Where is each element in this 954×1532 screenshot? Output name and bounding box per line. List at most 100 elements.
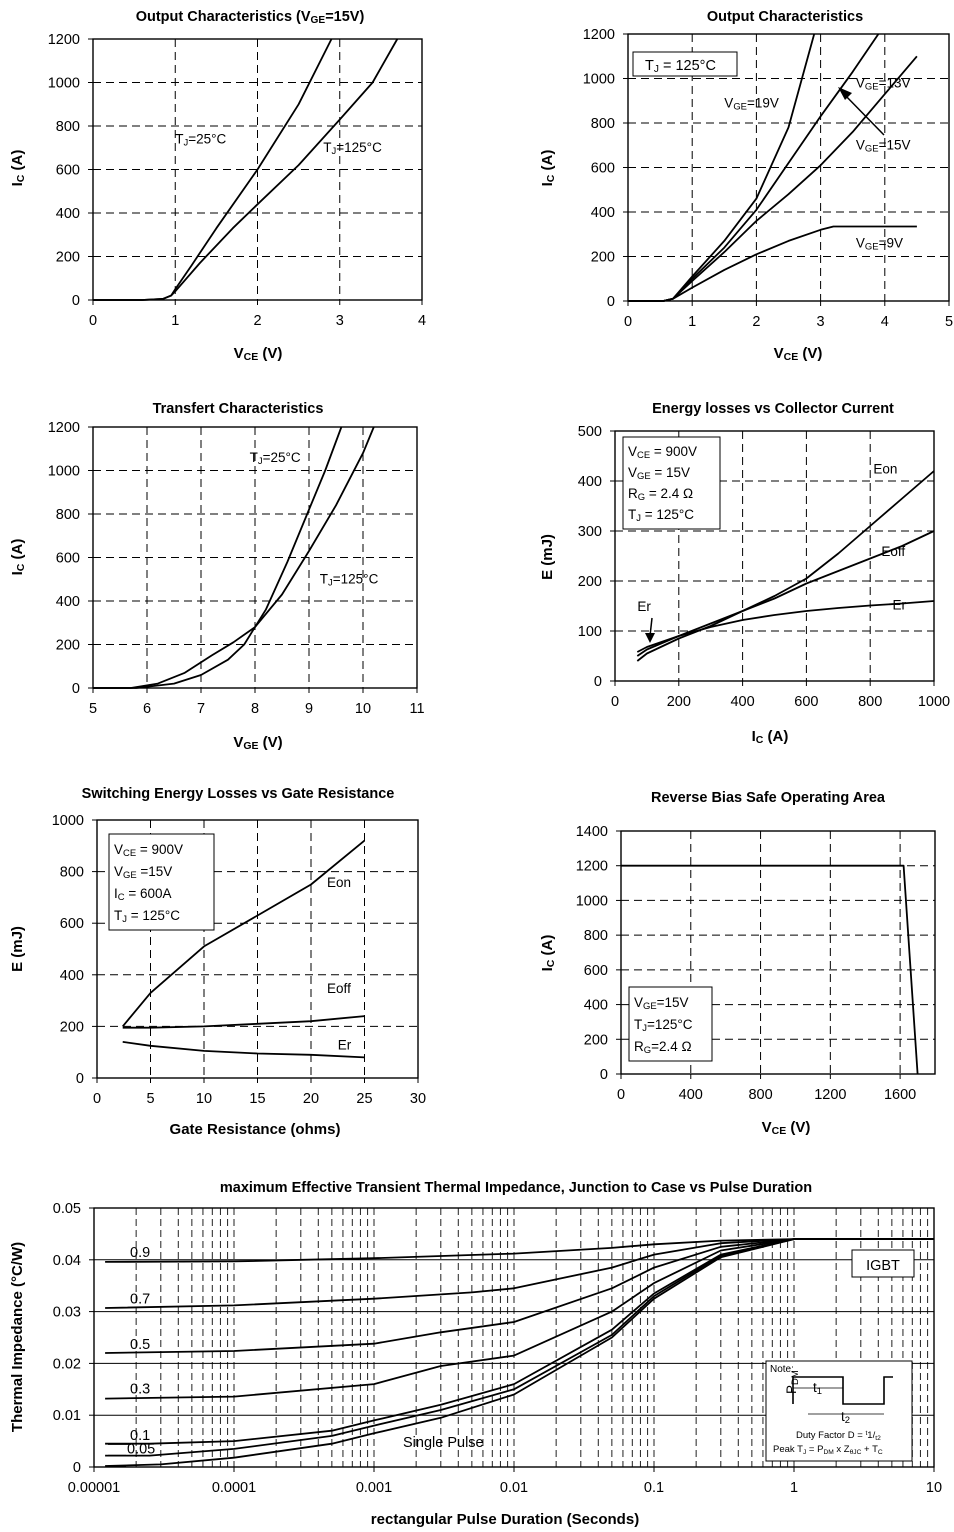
- x-tick-label: 0.00001: [68, 1480, 120, 1496]
- x-tick-label: 5: [945, 314, 953, 330]
- duty-label: 0.9: [130, 1245, 150, 1261]
- series-line: [122, 839, 366, 1027]
- note-pulse: [792, 1376, 893, 1405]
- y-tick-label: 200: [56, 638, 80, 654]
- x-tick-label: 0.001: [356, 1480, 392, 1496]
- duty-label: 0.05: [127, 1442, 155, 1458]
- chart-rbsoa: 0 400 800 1200 1600 0 200 400 600 800 1000 1200 1400…: [539, 790, 936, 1137]
- x-tick-label: 1: [171, 313, 179, 329]
- x-axis-label: rectangular Pulse Duration (Seconds): [371, 1511, 639, 1528]
- series-label: Er: [893, 598, 907, 613]
- series-label: VGE=13V: [856, 75, 911, 92]
- x-tick-label: 200: [667, 694, 691, 710]
- y-tick-label: 200: [578, 574, 602, 590]
- y-tick-label: 400: [60, 968, 84, 984]
- y-tick-label: 600: [591, 161, 615, 177]
- series-line: [636, 470, 935, 662]
- y-tick-label: 800: [591, 116, 615, 132]
- duty-label: 0.1: [130, 1428, 150, 1444]
- y-tick-label: 0: [73, 1460, 81, 1476]
- y-tick-label: 0: [607, 294, 615, 310]
- y-tick-label: 0.02: [53, 1356, 81, 1372]
- y-tick-label: 0: [600, 1067, 608, 1083]
- y-tick-label: 600: [60, 916, 84, 932]
- y-axis-label: E (mJ): [539, 534, 556, 580]
- x-tick-label: 6: [143, 701, 151, 717]
- series-label: Er: [338, 1038, 352, 1053]
- y-tick-label: 0: [72, 681, 80, 697]
- x-tick-label: 0.0001: [212, 1480, 256, 1496]
- series-label: TJ=125°C: [320, 572, 379, 589]
- series-line: [105, 1238, 934, 1467]
- x-tick-label: 30: [410, 1091, 426, 1107]
- x-tick-label: 7: [197, 701, 205, 717]
- y-tick-label: 400: [584, 998, 608, 1014]
- chart-transfer: 5 6 7 8 9 10 11 0 200 400 600 800 1000 1200 Transfert …: [9, 401, 425, 752]
- y-axis-label: E (mJ): [9, 926, 26, 972]
- x-tick-label: 1200: [814, 1087, 846, 1103]
- condition-text: TJ=125°C: [634, 1017, 693, 1034]
- chart-title: Transfert Characteristics: [153, 401, 324, 417]
- er-arrow-head: [645, 633, 655, 643]
- x-tick-label: 0: [617, 1087, 625, 1103]
- y-tick-label: 500: [578, 424, 602, 440]
- y-tick-label: 1000: [48, 464, 80, 480]
- series-line: [105, 1238, 934, 1309]
- series-label: TJ=25°C: [175, 131, 226, 148]
- arrow-head: [838, 87, 852, 100]
- x-tick-label: 1000: [918, 694, 950, 710]
- y-tick-label: 800: [60, 865, 84, 881]
- single-pulse-label: Single Pulse: [403, 1435, 484, 1451]
- condition-text: RG = 2.4 Ω: [628, 486, 693, 503]
- series-label: TJ=25°C: [250, 450, 301, 467]
- chart-title: maximum Effective Transient Thermal Impe…: [220, 1180, 812, 1196]
- x-axis-label: VCE (V): [774, 345, 823, 363]
- y-tick-label: 0: [76, 1071, 84, 1087]
- y-tick-label: 400: [56, 206, 80, 222]
- y-axis-label: Thermal Impedance (°C/W): [9, 1242, 26, 1432]
- x-tick-label: 25: [356, 1091, 372, 1107]
- x-axis-label: VGE (V): [233, 734, 282, 752]
- series-line: [93, 426, 343, 689]
- series-label: TJ=125°C: [323, 140, 382, 157]
- condition-text: RG=2.4 Ω: [634, 1039, 692, 1056]
- chart-title: Output Characteristics (VGE=15V): [136, 9, 365, 26]
- x-axis-label: VCE (V): [234, 345, 283, 363]
- x-tick-label: 0: [611, 694, 619, 710]
- tj-label: TJ = 125°C: [645, 58, 716, 75]
- series-label: Eoff: [881, 544, 905, 559]
- y-tick-label: 600: [56, 551, 80, 567]
- x-tick-label: 4: [418, 313, 426, 329]
- y-tick-label: 800: [56, 119, 80, 135]
- y-tick-label: 100: [578, 624, 602, 640]
- y-axis-label: IC (A): [539, 150, 557, 187]
- x-tick-label: 0.1: [644, 1480, 664, 1496]
- condition-text: VGE = 15V: [628, 465, 690, 482]
- x-tick-label: 3: [336, 313, 344, 329]
- x-tick-label: 800: [748, 1087, 772, 1103]
- y-tick-label: 800: [56, 507, 80, 523]
- conditions-box: [622, 436, 721, 530]
- x-tick-label: 15: [249, 1091, 265, 1107]
- chart-title: Switching Energy Losses vs Gate Resistan…: [82, 786, 395, 802]
- y-tick-label: 600: [584, 963, 608, 979]
- y-tick-label: 200: [591, 250, 615, 266]
- x-tick-label: 2: [752, 314, 760, 330]
- y-tick-label: 300: [578, 524, 602, 540]
- series-line: [93, 426, 375, 689]
- x-tick-label: 0: [93, 1091, 101, 1107]
- y-tick-label: 1200: [48, 32, 80, 48]
- x-tick-label: 1: [790, 1480, 798, 1496]
- chart-out25: 0 1 2 3 4 0 200 400 600 800 1000 1200 Output Charact…: [9, 9, 426, 363]
- x-tick-label: 9: [305, 701, 313, 717]
- x-axis-label: Gate Resistance (ohms): [170, 1121, 341, 1138]
- series-line: [628, 225, 917, 302]
- y-tick-label: 400: [578, 474, 602, 490]
- x-tick-label: 0.01: [500, 1480, 528, 1496]
- x-tick-label: 5: [146, 1091, 154, 1107]
- condition-text: VCE = 900V: [628, 444, 697, 461]
- x-tick-label: 400: [730, 694, 754, 710]
- x-tick-label: 20: [303, 1091, 319, 1107]
- x-tick-label: 4: [881, 314, 889, 330]
